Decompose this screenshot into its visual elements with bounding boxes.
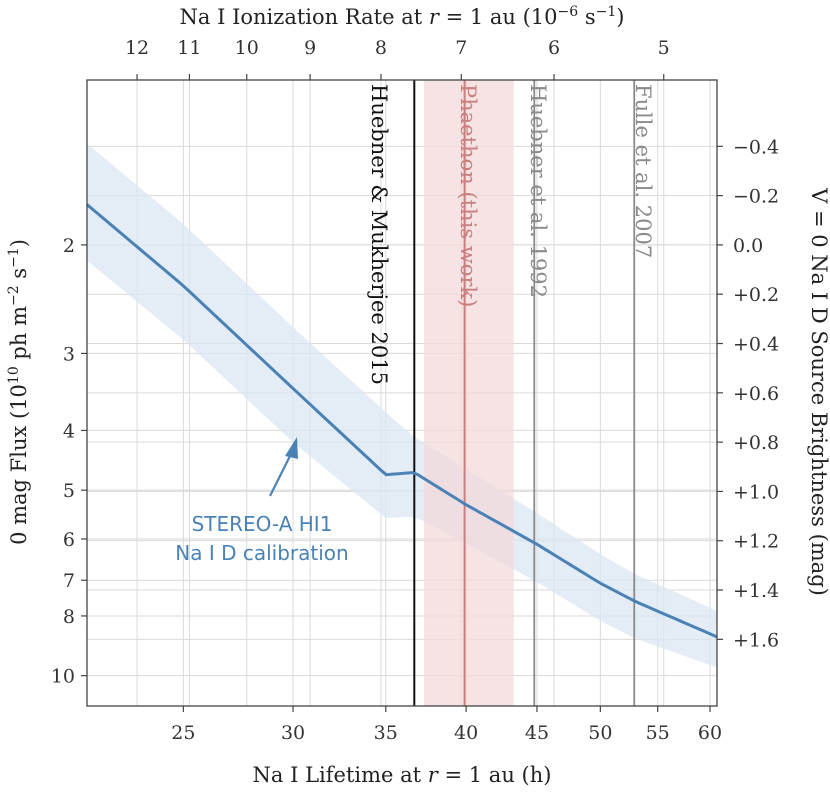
calibration-annotation: STEREO-A HI1 Na I D calibration — [175, 437, 349, 565]
band-layer — [87, 143, 717, 668]
y-tick-label: 5 — [63, 480, 75, 502]
right-tick-label: +1.6 — [733, 629, 779, 651]
x-tick-label: 50 — [588, 722, 612, 744]
annotation-line-2: Na I D calibration — [175, 541, 348, 565]
right-tick-label: +0.8 — [733, 432, 779, 454]
vline-label-phaethon: Phaethon (this work) — [456, 84, 480, 307]
vline-label-huebner-mukherjee: Huebner & Mukherjee 2015 — [367, 84, 391, 385]
right-tick-label: 0.0 — [733, 235, 763, 257]
y-tick-label: 2 — [63, 235, 75, 257]
right-axis-label: V = 0 Na I D Source Brightness (mag) — [807, 187, 830, 596]
y-tick-label: 7 — [63, 570, 75, 592]
curve-layer — [86, 203, 718, 639]
x-tick-label: 55 — [646, 722, 670, 744]
annotation-line-1: STEREO-A HI1 — [192, 512, 333, 536]
top-tick-label: 9 — [304, 37, 316, 59]
y-tick-label: 8 — [63, 606, 75, 628]
x-tick-label: 25 — [171, 722, 195, 744]
x-tick-label: 40 — [454, 722, 478, 744]
top-tick-label: 6 — [548, 37, 560, 59]
top-tick-label: 5 — [658, 37, 670, 59]
y-tick-label: 3 — [63, 343, 75, 365]
right-tick-label: +1.2 — [733, 531, 779, 553]
annotation-arrow-head — [285, 437, 298, 459]
top-tick-label: 12 — [125, 37, 149, 59]
right-tick-label: −0.2 — [733, 186, 779, 208]
top-tick-label: 8 — [375, 37, 387, 59]
top-tick-label: 7 — [455, 37, 467, 59]
phaethon-band — [424, 80, 514, 706]
x-tick-label: 35 — [374, 722, 398, 744]
y-axis-label: 0 mag Flux (1010 ph m−2 s−1) — [6, 239, 31, 545]
x-tick-label: 30 — [281, 722, 305, 744]
right-tick-label: +0.4 — [733, 334, 779, 356]
annotation-arrow-shaft — [269, 451, 293, 497]
vertical-lines — [413, 80, 636, 706]
top-axis-label: Na I Ionization Rate at r = 1 au (10−6 s… — [180, 4, 625, 29]
calibration-curve — [86, 203, 718, 639]
right-tick-label: +1.4 — [733, 580, 779, 602]
calibration-uncertainty-band — [87, 143, 717, 668]
right-tick-label: +0.6 — [733, 383, 779, 405]
vline-label-fulle: Fulle et al. 2007 — [631, 84, 655, 258]
right-tick-label: +0.2 — [733, 284, 779, 306]
x-axis-label: Na I Lifetime at r = 1 au (h) — [253, 763, 552, 787]
right-tick-label: −0.4 — [733, 136, 779, 158]
x-tick-label: 45 — [525, 722, 549, 744]
y-tick-label: 4 — [63, 420, 75, 442]
vline-label-huebner-1992: Huebner et al. 1992 — [526, 84, 550, 298]
top-tick-label: 10 — [235, 37, 259, 59]
y-tick-label: 10 — [51, 666, 75, 688]
x-tick-label: 60 — [698, 722, 722, 744]
top-tick-label: 11 — [177, 37, 201, 59]
right-tick-label: +1.0 — [733, 481, 779, 503]
y-tick-label: 6 — [63, 529, 75, 551]
